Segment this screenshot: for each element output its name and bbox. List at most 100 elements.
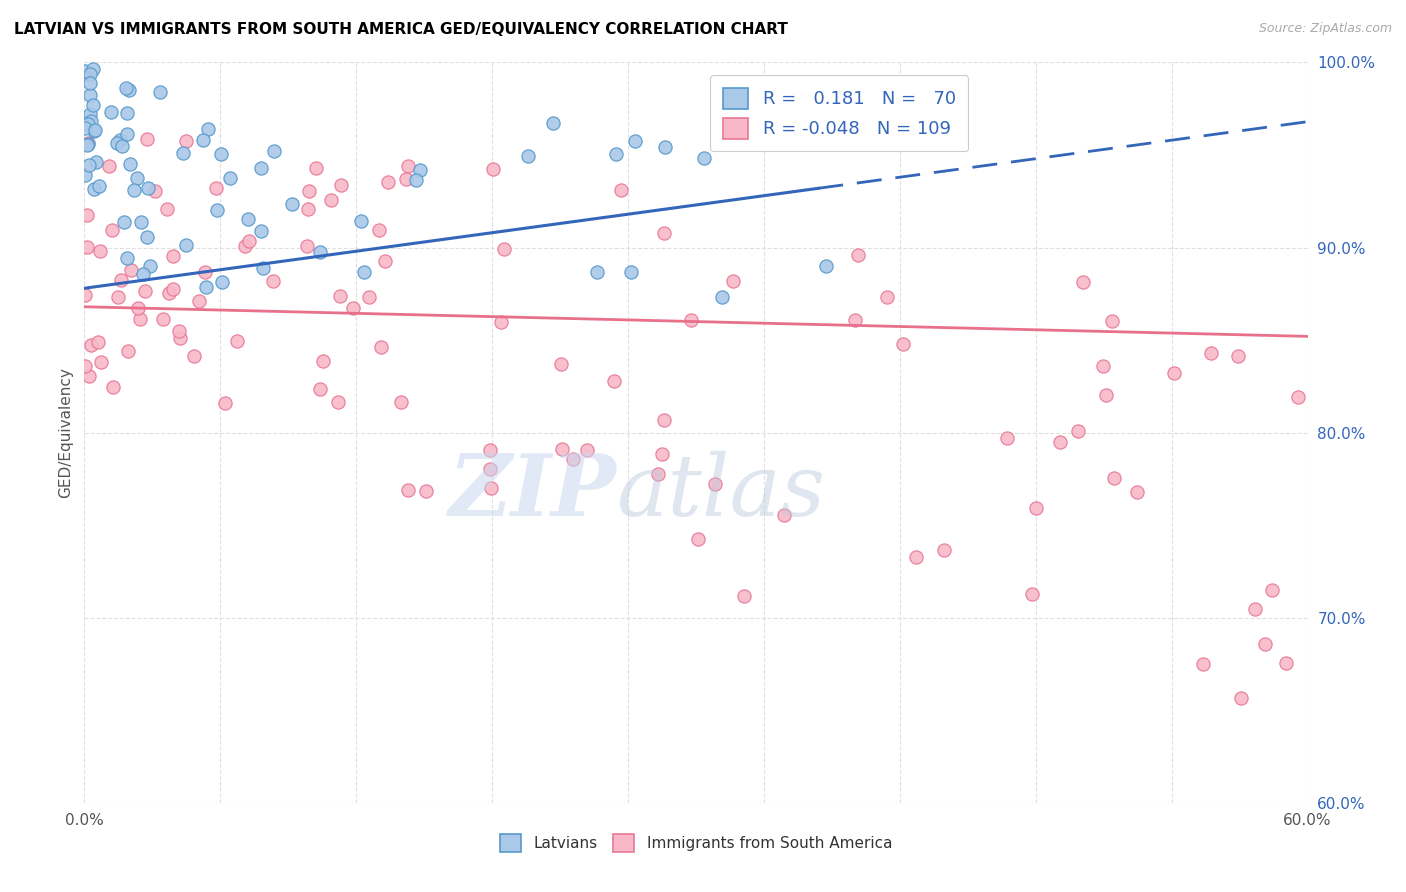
Latvians xyxy=(79,107,101,121)
Immigrants from South America xyxy=(89,244,111,258)
Immigrants from South America xyxy=(326,394,349,409)
Latvians xyxy=(105,136,128,150)
Immigrants from South America xyxy=(75,359,97,373)
Immigrants from South America xyxy=(1243,602,1265,616)
Immigrants from South America xyxy=(479,443,502,458)
Latvians xyxy=(122,183,145,197)
Immigrants from South America xyxy=(194,265,217,279)
Immigrants from South America xyxy=(187,293,209,308)
Latvians xyxy=(136,229,159,244)
Latvians xyxy=(132,267,155,281)
Immigrants from South America xyxy=(1101,314,1123,328)
Immigrants from South America xyxy=(891,337,914,351)
Immigrants from South America xyxy=(233,239,256,253)
Latvians xyxy=(172,146,194,161)
Immigrants from South America xyxy=(134,284,156,298)
Immigrants from South America xyxy=(297,239,319,253)
Immigrants from South America xyxy=(609,183,631,197)
Immigrants from South America xyxy=(1092,359,1115,373)
Immigrants from South America xyxy=(395,172,418,186)
Immigrants from South America xyxy=(1274,657,1296,671)
Immigrants from South America xyxy=(76,240,98,254)
Immigrants from South America xyxy=(1021,587,1043,601)
Latvians xyxy=(149,85,172,99)
Latvians xyxy=(138,181,160,195)
Immigrants from South America xyxy=(651,447,673,461)
Immigrants from South America xyxy=(167,324,190,338)
Text: ZIP: ZIP xyxy=(449,450,616,533)
Immigrants from South America xyxy=(934,542,956,557)
Latvians xyxy=(115,106,138,120)
Latvians xyxy=(693,151,716,165)
Latvians xyxy=(654,139,676,153)
Latvians xyxy=(749,128,772,142)
Immigrants from South America xyxy=(721,274,744,288)
Immigrants from South America xyxy=(704,476,727,491)
Immigrants from South America xyxy=(90,355,112,369)
Immigrants from South America xyxy=(77,136,100,150)
Immigrants from South America xyxy=(374,253,396,268)
Immigrants from South America xyxy=(101,380,124,394)
Immigrants from South America xyxy=(305,161,328,176)
Immigrants from South America xyxy=(688,533,710,547)
Latvians xyxy=(79,87,101,102)
Immigrants from South America xyxy=(844,313,866,327)
Latvians xyxy=(83,182,105,196)
Immigrants from South America xyxy=(156,202,179,216)
Immigrants from South America xyxy=(576,442,599,457)
Latvians xyxy=(118,157,141,171)
Immigrants from South America xyxy=(157,285,180,300)
Immigrants from South America xyxy=(848,248,870,262)
Immigrants from South America xyxy=(145,184,167,198)
Latvians xyxy=(281,197,304,211)
Immigrants from South America xyxy=(80,338,103,352)
Latvians xyxy=(211,275,233,289)
Immigrants from South America xyxy=(77,368,100,383)
Latvians xyxy=(263,144,285,158)
Latvians xyxy=(83,124,105,138)
Immigrants from South America xyxy=(652,226,675,240)
Immigrants from South America xyxy=(377,175,399,189)
Latvians xyxy=(115,81,138,95)
Immigrants from South America xyxy=(129,311,152,326)
Latvians xyxy=(586,265,609,279)
Latvians xyxy=(82,62,104,76)
Immigrants from South America xyxy=(262,274,284,288)
Immigrants from South America xyxy=(152,311,174,326)
Latvians xyxy=(194,279,217,293)
Text: atlas: atlas xyxy=(616,450,825,533)
Immigrants from South America xyxy=(876,290,898,304)
Immigrants from South America xyxy=(1163,366,1185,380)
Latvians xyxy=(100,104,122,119)
Immigrants from South America xyxy=(309,383,332,397)
Immigrants from South America xyxy=(329,289,352,303)
Text: LATVIAN VS IMMIGRANTS FROM SOUTH AMERICA GED/EQUIVALENCY CORRELATION CHART: LATVIAN VS IMMIGRANTS FROM SOUTH AMERICA… xyxy=(14,22,787,37)
Immigrants from South America xyxy=(904,549,927,564)
Text: Source: ZipAtlas.com: Source: ZipAtlas.com xyxy=(1258,22,1392,36)
Immigrants from South America xyxy=(1254,637,1277,651)
Immigrants from South America xyxy=(1230,691,1253,706)
Latvians xyxy=(84,123,107,137)
Immigrants from South America xyxy=(479,481,502,495)
Immigrants from South America xyxy=(321,193,343,207)
Immigrants from South America xyxy=(1261,582,1284,597)
Immigrants from South America xyxy=(562,452,585,467)
Latvians xyxy=(174,238,197,252)
Latvians xyxy=(111,138,134,153)
Latvians xyxy=(82,98,104,112)
Latvians xyxy=(309,245,332,260)
Immigrants from South America xyxy=(1199,346,1222,360)
Immigrants from South America xyxy=(330,178,353,193)
Immigrants from South America xyxy=(225,334,247,348)
Latvians xyxy=(745,137,768,152)
Immigrants from South America xyxy=(214,396,236,410)
Latvians xyxy=(80,114,103,128)
Latvians xyxy=(87,178,110,193)
Latvians xyxy=(75,168,97,182)
Immigrants from South America xyxy=(135,132,157,146)
Latvians xyxy=(86,155,108,169)
Immigrants from South America xyxy=(298,184,321,198)
Latvians xyxy=(112,215,135,229)
Latvians xyxy=(77,136,100,151)
Immigrants from South America xyxy=(169,331,191,345)
